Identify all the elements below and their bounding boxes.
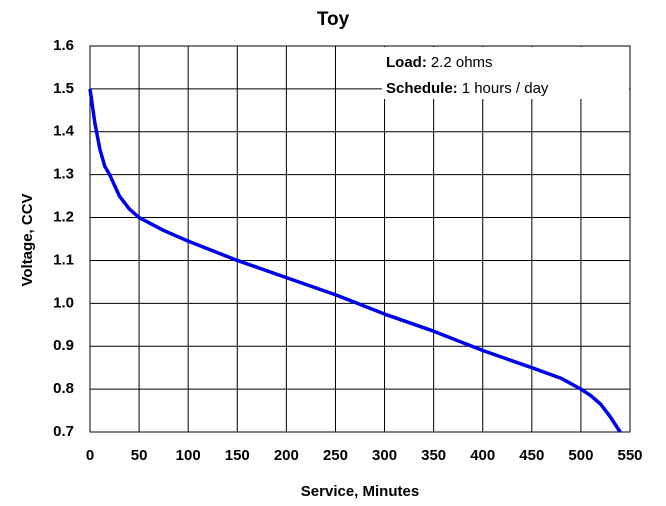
y-tick-label: 0.7	[53, 423, 74, 440]
x-tick-label: 550	[617, 447, 642, 464]
y-tick-label: 1.0	[53, 294, 74, 311]
y-tick-label: 1.3	[53, 166, 74, 183]
x-tick-label: 500	[568, 447, 593, 464]
annotation-label: Schedule:	[386, 80, 458, 97]
x-tick-label: 300	[372, 447, 397, 464]
x-tick-label: 200	[274, 447, 299, 464]
y-tick-label: 0.8	[53, 380, 74, 397]
annotation-label: Load:	[386, 54, 427, 71]
x-tick-label: 250	[323, 447, 348, 464]
annotation: Load: 2.2 ohms	[386, 54, 493, 71]
x-tick-label: 450	[519, 447, 544, 464]
annotation-box	[382, 47, 629, 99]
x-axis-label: Service, Minutes	[301, 483, 419, 500]
y-tick-label: 1.4	[53, 123, 75, 140]
x-tick-label: 150	[225, 447, 250, 464]
annotation: Schedule: 1 hours / day	[386, 80, 549, 97]
chart-title: Toy	[317, 9, 350, 30]
y-tick-label: 1.2	[53, 209, 74, 226]
y-tick-label: 0.9	[53, 337, 74, 354]
y-tick-label: 1.5	[53, 80, 74, 97]
plot-border	[89, 45, 631, 433]
annotation-text: 2.2 ohms	[431, 54, 493, 71]
x-tick-label: 100	[176, 447, 201, 464]
y-tick-label: 1.1	[53, 251, 74, 268]
x-tick-label: 350	[421, 447, 446, 464]
x-tick-label: 0	[86, 447, 94, 464]
x-tick-label: 50	[131, 447, 148, 464]
y-tick-label: 1.6	[53, 37, 74, 54]
x-tick-label: 400	[470, 447, 495, 464]
annotation-text: 1 hours / day	[462, 80, 549, 97]
data-line	[88, 88, 622, 433]
y-axis-label: Voltage, CCV	[19, 193, 36, 286]
